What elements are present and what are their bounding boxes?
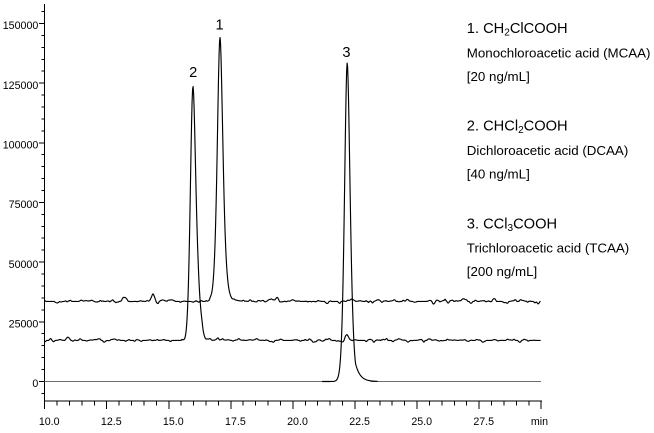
svg-text:min: min bbox=[531, 416, 548, 428]
svg-text:17.5: 17.5 bbox=[225, 416, 246, 428]
svg-text:22.5: 22.5 bbox=[349, 416, 370, 428]
svg-text:0: 0 bbox=[32, 378, 38, 390]
svg-text:2: 2 bbox=[189, 65, 197, 81]
svg-text:25.0: 25.0 bbox=[411, 416, 432, 428]
svg-text:10.0: 10.0 bbox=[39, 416, 60, 428]
svg-text:125000: 125000 bbox=[3, 80, 39, 92]
svg-text:27.5: 27.5 bbox=[473, 416, 494, 428]
svg-text:150000: 150000 bbox=[3, 20, 39, 32]
svg-text:75000: 75000 bbox=[9, 199, 39, 211]
svg-text:[20 ng/mL]: [20 ng/mL] bbox=[467, 69, 530, 84]
svg-text:1: 1 bbox=[216, 18, 224, 34]
svg-text:50000: 50000 bbox=[9, 259, 39, 271]
svg-text:3: 3 bbox=[342, 45, 350, 61]
svg-text:Monochloroacetic acid (MCAA): Monochloroacetic acid (MCAA) bbox=[467, 46, 651, 61]
svg-text:12.5: 12.5 bbox=[101, 416, 122, 428]
svg-text:1. CH2ClCOOH: 1. CH2ClCOOH bbox=[467, 21, 568, 39]
svg-text:Trichloroacetic acid (TCAA): Trichloroacetic acid (TCAA) bbox=[467, 241, 629, 256]
svg-text:[40 ng/mL]: [40 ng/mL] bbox=[467, 167, 530, 182]
svg-text:25000: 25000 bbox=[9, 318, 39, 330]
svg-text:3. CCl3COOH: 3. CCl3COOH bbox=[467, 216, 557, 234]
svg-text:2. CHCl2COOH: 2. CHCl2COOH bbox=[467, 119, 568, 137]
svg-text:20.0: 20.0 bbox=[287, 416, 308, 428]
svg-text:Dichloroacetic acid (DCAA): Dichloroacetic acid (DCAA) bbox=[467, 143, 628, 158]
svg-text:[200 ng/mL]: [200 ng/mL] bbox=[467, 264, 537, 279]
svg-text:15.0: 15.0 bbox=[163, 416, 184, 428]
svg-text:100000: 100000 bbox=[3, 140, 39, 152]
